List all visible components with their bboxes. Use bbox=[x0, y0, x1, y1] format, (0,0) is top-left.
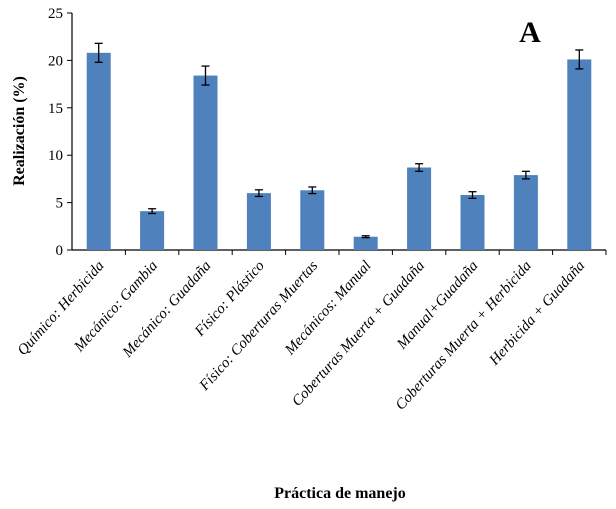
error-bars bbox=[94, 42, 584, 239]
panel-letter: A bbox=[519, 16, 541, 49]
bar bbox=[353, 236, 378, 250]
x-axis-title: Práctica de manejo bbox=[274, 485, 406, 502]
y-tick-label: 25 bbox=[48, 6, 63, 22]
bar bbox=[513, 175, 538, 250]
bar bbox=[140, 211, 165, 250]
y-ticks: 0 5 10 15 20 25 bbox=[48, 6, 72, 259]
bar bbox=[246, 193, 271, 250]
bar bbox=[460, 195, 485, 250]
bar bbox=[86, 52, 111, 251]
bar bbox=[193, 75, 218, 251]
y-tick-label: 15 bbox=[48, 101, 63, 117]
x-tick-label: Mecánico: Guadaña bbox=[119, 258, 214, 361]
bars bbox=[86, 52, 592, 251]
y-tick-label: 10 bbox=[48, 148, 63, 164]
bar bbox=[567, 59, 592, 251]
x-tick-label: Herbicida + Guadaña bbox=[486, 258, 588, 369]
x-tick-label: Químico: Herbicida bbox=[15, 258, 108, 359]
y-tick-label: 5 bbox=[56, 196, 64, 212]
bar bbox=[407, 167, 432, 250]
y-tick-label: 20 bbox=[48, 53, 63, 69]
bar bbox=[300, 190, 325, 250]
y-axis-title: Realización (%) bbox=[11, 76, 28, 186]
y-tick-label: 0 bbox=[56, 243, 64, 259]
